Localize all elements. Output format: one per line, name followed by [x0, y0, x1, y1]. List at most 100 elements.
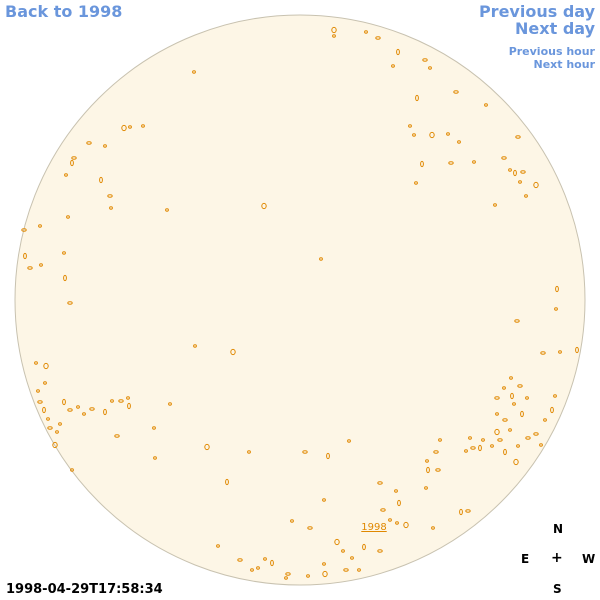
compass-east: E: [521, 552, 530, 566]
feature-contour: [52, 441, 58, 449]
feature-contour: [394, 489, 398, 493]
feature-contour: [431, 526, 435, 530]
feature-contour: [334, 538, 340, 546]
feature-contour: [168, 402, 172, 406]
feature-contour: [502, 386, 506, 390]
feature-contour: [377, 481, 383, 485]
feature-contour: [481, 438, 485, 442]
feature-contour: [433, 450, 439, 454]
feature-contour: [396, 48, 400, 56]
back-to-year-link[interactable]: Back to 1998: [5, 2, 123, 21]
feature-contour: [520, 170, 526, 174]
feature-contour: [225, 478, 229, 486]
feature-contour: [284, 576, 288, 580]
feature-contour: [38, 224, 42, 228]
feature-contour: [364, 30, 368, 34]
feature-contour: [391, 64, 395, 68]
feature-contour: [403, 521, 409, 529]
next-hour-link[interactable]: Next hour: [533, 58, 596, 71]
observation-timestamp: 1998-04-29T17:58:34: [6, 582, 163, 597]
feature-contour: [501, 156, 507, 160]
feature-contour: [422, 58, 428, 62]
feature-contour: [412, 133, 416, 137]
feature-contour: [285, 572, 291, 576]
feature-contour: [86, 141, 92, 145]
year-link-label[interactable]: 1998: [361, 522, 386, 533]
feature-contour: [524, 194, 528, 198]
feature-contour: [343, 568, 349, 572]
feature-contour: [525, 396, 529, 400]
feature-contour: [47, 426, 53, 430]
next-day-link[interactable]: Next day: [515, 19, 595, 38]
feature-contour: [64, 173, 68, 177]
feature-contour: [429, 131, 435, 139]
feature-contour: [555, 285, 559, 293]
feature-contour: [89, 407, 95, 411]
feature-contour: [165, 208, 169, 212]
feature-contour: [307, 526, 313, 530]
feature-contour: [494, 396, 500, 400]
feature-contour: [37, 400, 43, 404]
feature-contour: [426, 466, 430, 474]
feature-contour: [513, 458, 519, 466]
feature-contour: [375, 36, 381, 40]
feature-contour: [457, 140, 461, 144]
feature-contour: [322, 570, 328, 578]
feature-contour: [380, 508, 386, 512]
feature-contour: [350, 556, 354, 560]
feature-contour: [362, 543, 366, 551]
feature-contour: [508, 428, 512, 432]
feature-contour: [517, 384, 523, 388]
feature-contour: [520, 410, 524, 418]
feature-contour: [58, 422, 62, 426]
feature-contour: [516, 444, 520, 448]
feature-contour: [428, 66, 432, 70]
feature-contour: [420, 160, 424, 168]
feature-contour: [435, 468, 441, 472]
feature-contour: [395, 521, 399, 525]
previous-day-link[interactable]: Previous day: [478, 2, 595, 21]
feature-contour: [23, 252, 27, 260]
year-link[interactable]: 1998: [361, 522, 386, 533]
feature-contour: [533, 432, 539, 436]
feature-contour: [533, 181, 539, 189]
solar-disk: [14, 14, 586, 586]
feature-contour: [464, 449, 468, 453]
feature-contour: [415, 94, 419, 102]
feature-contour: [216, 544, 220, 548]
feature-contour: [514, 319, 520, 323]
feature-contour: [493, 203, 497, 207]
feature-contour: [66, 215, 70, 219]
feature-contour: [153, 456, 157, 460]
feature-contour: [204, 443, 210, 451]
feature-contour: [62, 398, 66, 406]
feature-contour: [43, 381, 47, 385]
feature-contour: [103, 144, 107, 148]
feature-contour: [322, 562, 326, 566]
feature-contour: [357, 568, 361, 572]
feature-contour: [99, 176, 103, 184]
feature-contour: [55, 430, 59, 434]
feature-contour: [540, 351, 546, 355]
feature-contour: [121, 124, 127, 132]
feature-contour: [484, 103, 488, 107]
feature-contour: [71, 156, 77, 160]
feature-contour: [388, 518, 392, 522]
feature-contour: [237, 558, 243, 562]
feature-contour: [319, 257, 323, 261]
feature-contour: [341, 549, 345, 553]
feature-contour: [126, 396, 130, 400]
feature-contour: [490, 444, 494, 448]
feature-contour: [103, 408, 107, 416]
previous-hour-link[interactable]: Previous hour: [508, 45, 595, 58]
feature-contour: [270, 559, 274, 567]
feature-contour: [438, 438, 442, 442]
solar-features: [21, 26, 579, 580]
feature-contour: [465, 509, 471, 513]
feature-contour: [502, 418, 508, 422]
feature-contour: [110, 399, 114, 403]
feature-contour: [510, 392, 514, 400]
feature-contour: [331, 26, 337, 34]
feature-contour: [230, 348, 236, 356]
feature-contour: [36, 389, 40, 393]
